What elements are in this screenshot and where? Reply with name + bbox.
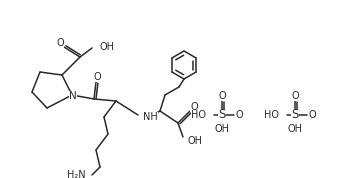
Text: S: S xyxy=(291,109,299,122)
Text: O: O xyxy=(291,91,299,101)
Text: O: O xyxy=(308,110,316,120)
Text: OH: OH xyxy=(100,42,115,52)
Text: O: O xyxy=(93,72,101,82)
Text: OH: OH xyxy=(215,124,229,134)
Text: OH: OH xyxy=(287,124,303,134)
Text: O: O xyxy=(218,91,226,101)
Text: OH: OH xyxy=(188,136,203,146)
Text: N: N xyxy=(69,91,77,101)
Text: HO: HO xyxy=(264,110,279,120)
Text: HO: HO xyxy=(191,110,206,120)
Text: S: S xyxy=(218,109,226,122)
Text: O: O xyxy=(190,102,198,112)
Text: H₂N: H₂N xyxy=(67,170,86,178)
Text: NH: NH xyxy=(143,112,158,122)
Text: O: O xyxy=(235,110,243,120)
Text: O: O xyxy=(56,38,64,48)
